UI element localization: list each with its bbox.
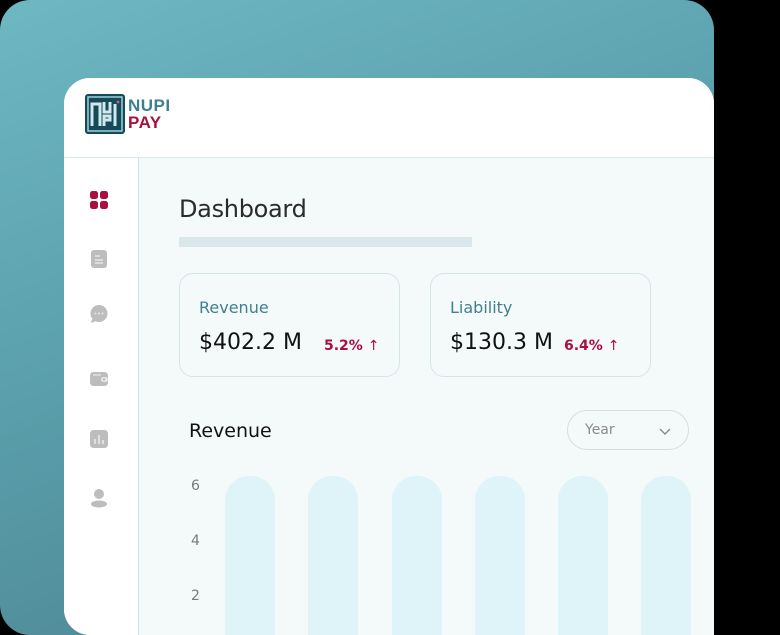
- sidebar: [64, 158, 139, 635]
- stat-change: 6.4% ↑: [564, 338, 619, 354]
- chart-bar[interactable]: [475, 476, 525, 635]
- sidebar-item-profile[interactable]: [89, 488, 109, 508]
- y-axis-tick: 2: [191, 588, 200, 604]
- document-icon: [91, 250, 107, 268]
- wallet-icon: [90, 372, 108, 386]
- main-content: Dashboard Revenue $402.2 M 5.2% ↑ Liabil…: [139, 158, 714, 635]
- chart-bar[interactable]: [225, 476, 275, 635]
- period-dropdown[interactable]: Year: [567, 410, 689, 450]
- brand-logo[interactable]: NUPI PAY: [85, 94, 171, 134]
- stat-label: Liability: [450, 298, 513, 317]
- user-icon: [91, 489, 107, 508]
- dashboard-window: NUPI PAY: [64, 78, 714, 635]
- chart-bar[interactable]: [392, 476, 442, 635]
- nupi-logo-icon: [85, 94, 125, 134]
- page-title: Dashboard: [179, 195, 307, 223]
- sidebar-item-documents[interactable]: [89, 249, 109, 269]
- bar-chart-icon: [90, 430, 108, 448]
- brand-name-bottom: PAY: [128, 113, 162, 132]
- sidebar-item-dashboard[interactable]: [89, 190, 109, 210]
- sidebar-item-reports[interactable]: [89, 429, 109, 449]
- stat-value: $402.2 M: [199, 330, 302, 355]
- chart-bar[interactable]: [308, 476, 358, 635]
- chat-icon: [90, 305, 108, 323]
- dashboard-grid-icon: [90, 191, 108, 209]
- title-divider: [179, 237, 472, 247]
- change-percent: 5.2%: [324, 338, 363, 354]
- stat-change: 5.2% ↑: [324, 338, 379, 354]
- chart-bar[interactable]: [641, 476, 691, 635]
- stat-card-revenue[interactable]: Revenue $402.2 M 5.2% ↑: [179, 273, 400, 377]
- y-axis-tick: 6: [191, 478, 200, 494]
- y-axis-tick: 4: [191, 533, 200, 549]
- sidebar-item-messages[interactable]: [89, 304, 109, 324]
- stat-value: $130.3 M: [450, 330, 553, 355]
- stat-label: Revenue: [199, 298, 269, 317]
- chart-bar[interactable]: [558, 476, 608, 635]
- stat-card-liability[interactable]: Liability $130.3 M 6.4% ↑: [430, 273, 651, 377]
- chevron-down-icon: [659, 428, 671, 435]
- header: NUPI PAY: [64, 78, 714, 158]
- sidebar-item-wallet[interactable]: [89, 369, 109, 389]
- brand-name-top: NUPI: [128, 96, 171, 115]
- period-dropdown-value: Year: [585, 422, 615, 438]
- arrow-up-icon: ↑: [367, 338, 380, 354]
- arrow-up-icon: ↑: [607, 338, 620, 354]
- change-percent: 6.4%: [564, 338, 603, 354]
- revenue-chart-title: Revenue: [189, 420, 272, 442]
